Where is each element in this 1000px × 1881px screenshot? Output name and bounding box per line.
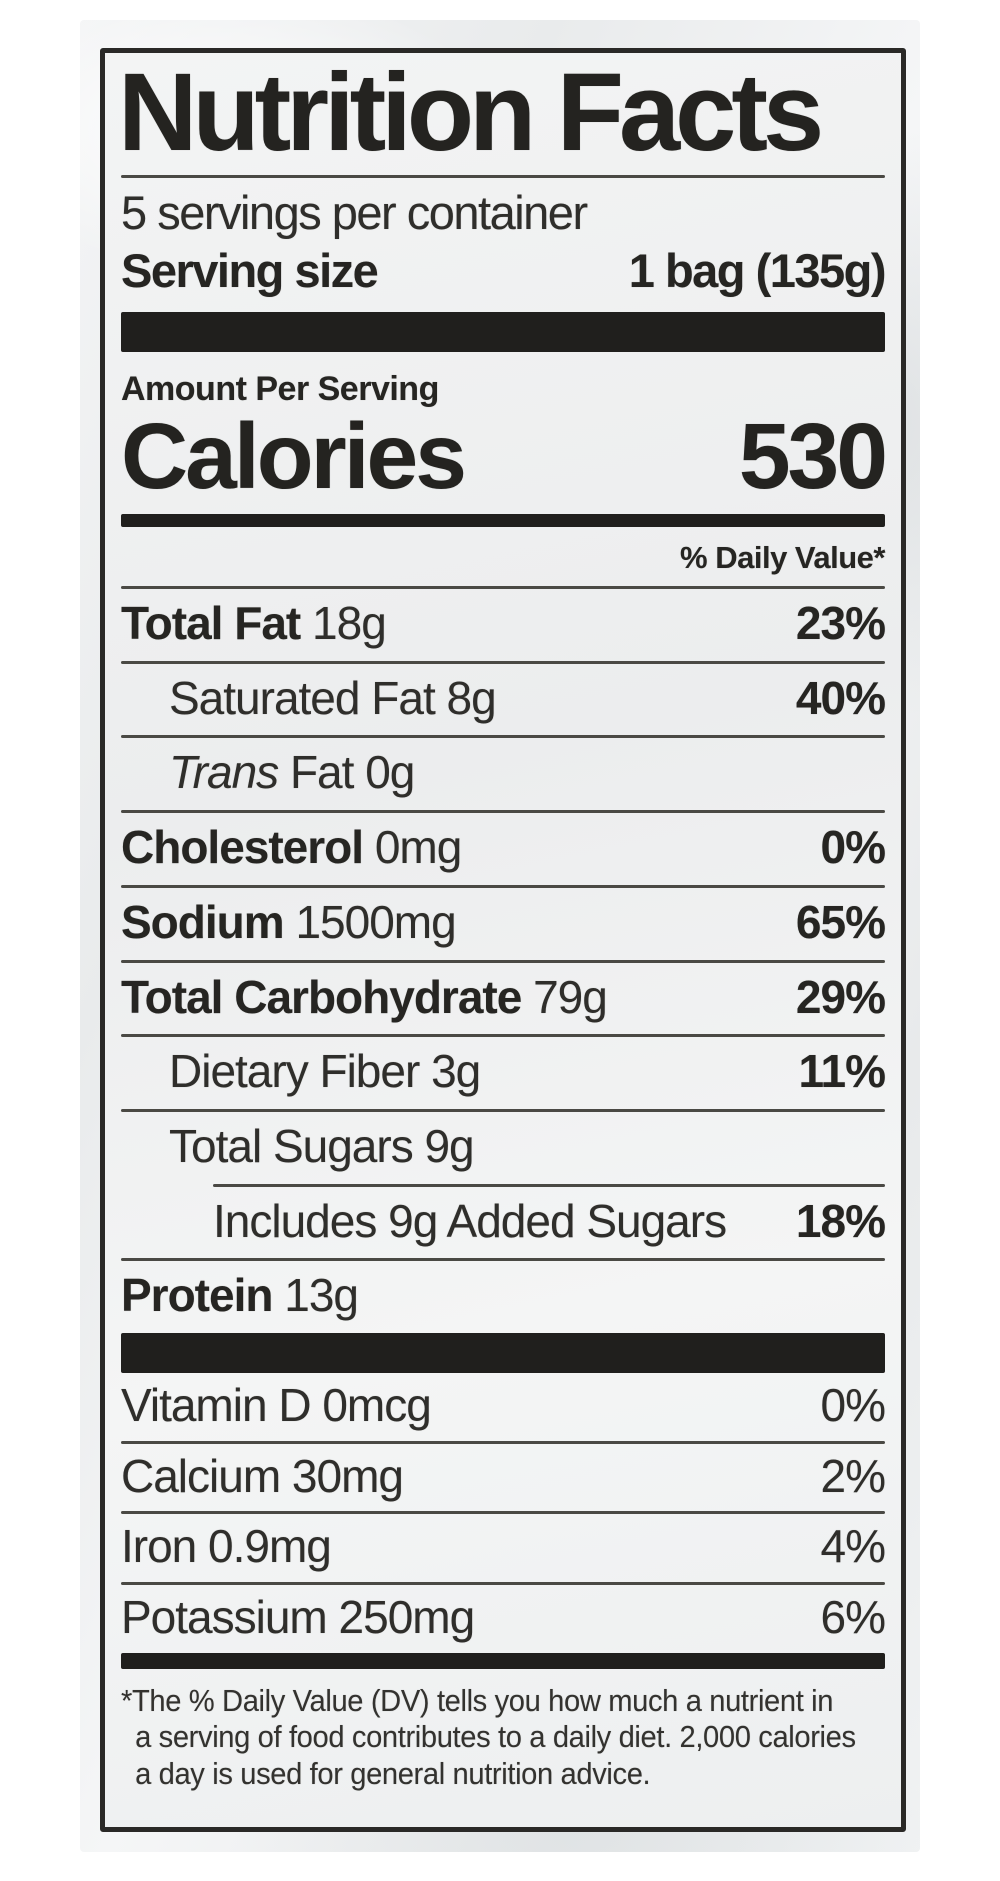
nutrient-name: Vitamin D 0mcg (121, 1378, 432, 1431)
nutrient-name-segment: Total Sugars 9g (169, 1119, 475, 1172)
nutrient-row: Vitamin D 0mcg 0% (121, 1373, 886, 1441)
nutrient-percent: 29% (795, 970, 886, 1023)
calories-label: Calories (121, 404, 467, 509)
nutrient-row: Total Fat 18g 23% (121, 589, 886, 661)
nutrient-name-segment: Calcium 30mg (121, 1449, 404, 1502)
nutrient-name: Dietary Fiber 3g (121, 1045, 481, 1098)
row-divider (121, 1034, 885, 1038)
nutrient-percent: 0% (820, 1378, 886, 1431)
nutrient-percent: 18% (795, 1194, 886, 1247)
row-divider (121, 1511, 885, 1515)
nutrition-facts-label: Nutrition Facts 5 servings per container… (100, 48, 906, 1832)
nutrient-percent: 65% (795, 895, 886, 948)
row-divider (121, 884, 885, 888)
nutrient-name: Saturated Fat 8g (121, 671, 497, 724)
nutrient-row: Sodium 1500mg 65% (121, 888, 886, 960)
nutrient-name: Total Sugars 9g (121, 1119, 475, 1172)
nutrient-percent: 6% (820, 1590, 886, 1643)
footnote: *The % Daily Value (DV) tells you how mu… (121, 1683, 885, 1793)
nutrient-percent: 0% (820, 821, 886, 874)
serving-size-row: Serving size 1 bag (135g) (121, 243, 887, 298)
serving-size-label: Serving size (121, 244, 379, 298)
row-divider (121, 959, 885, 963)
calories-value: 530 (738, 404, 888, 509)
calories-row: Calories 530 (121, 404, 888, 509)
row-divider (121, 735, 885, 739)
nutrient-name-segment: Saturated Fat 8g (169, 671, 497, 724)
nutrient-row: Calcium 30mg 2% (121, 1444, 886, 1512)
amount-per-serving-label: Amount Per Serving (121, 370, 439, 409)
nutrient-name-segment: Potassium 250mg (121, 1590, 475, 1643)
nutrient-name: Trans Fat 0g (121, 746, 415, 799)
nutrient-name: Includes 9g Added Sugars (121, 1194, 727, 1247)
nutrient-name-segment: Iron 0.9mg (121, 1520, 332, 1573)
nutrient-row: Dietary Fiber 3g 11% (121, 1037, 886, 1109)
nutrient-name-segment: Protein (121, 1269, 273, 1322)
package-background: Nutrition Facts 5 servings per container… (80, 20, 920, 1852)
row-divider (121, 660, 885, 664)
thick-separator-bar (121, 312, 885, 353)
nutrient-row: Potassium 250mg 6% (121, 1585, 886, 1653)
nutrient-name-segment: Includes 9g Added Sugars (213, 1194, 727, 1247)
nutrient-name: Sodium 1500mg (121, 895, 457, 948)
row-divider (121, 810, 885, 814)
nutrient-name: Total Carbohydrate 79g (121, 970, 608, 1023)
nutrient-name: Iron 0.9mg (121, 1520, 332, 1573)
serving-size-value: 1 bag (135g) (628, 244, 887, 298)
footnote-line: *The % Daily Value (DV) tells you how mu… (121, 1682, 834, 1718)
nutrient-name-segment: 79g (521, 970, 608, 1023)
vitamins-table: Vitamin D 0mcg 0% Calcium 30mg 2% Iron 0.9mg… (121, 1373, 886, 1653)
row-divider (121, 1581, 885, 1585)
nutrient-name: Cholesterol 0mg (121, 821, 463, 874)
nutrient-row: Saturated Fat 8g 40% (121, 664, 886, 736)
bottom-separator-bar (121, 1652, 885, 1669)
nutrient-name-segment: 1500mg (283, 895, 456, 948)
nutrient-percent: 4% (820, 1520, 886, 1573)
nutrient-row: Trans Fat 0g (121, 738, 885, 810)
nutrient-name: Potassium 250mg (121, 1590, 475, 1643)
nutrient-name-segment: Dietary Fiber 3g (169, 1045, 481, 1098)
nutrient-row: Total Carbohydrate 79g 29% (121, 963, 886, 1035)
nutrient-name-segment: Trans (169, 746, 279, 799)
nutrient-percent: 23% (795, 597, 886, 650)
nutrient-name-segment: 13g (272, 1269, 359, 1322)
nutrient-name-segment: Total Carbohydrate (121, 970, 522, 1023)
medium-separator-bar (121, 514, 885, 528)
nutrients-table: Total Fat 18g 23% Saturated Fat 8g 40% Trans… (121, 586, 886, 1333)
nutrient-percent: 40% (795, 671, 886, 724)
nutrient-row: Total Sugars 9g (121, 1112, 885, 1184)
servings-per-container: 5 servings per container (121, 185, 588, 239)
row-divider (121, 586, 885, 590)
label-title: Nutrition Facts (118, 51, 824, 174)
nutrient-name-segment: 0mg (363, 821, 463, 874)
footnote-line: a day is used for general nutrition advi… (135, 1755, 651, 1791)
footnote-line: a serving of food contributes to a daily… (135, 1719, 856, 1755)
row-divider (213, 1183, 885, 1187)
daily-value-header: % Daily Value* (680, 540, 885, 576)
title-divider (121, 174, 885, 178)
nutrient-name: Protein 13g (121, 1269, 359, 1322)
nutrient-name-segment: 18g (300, 597, 387, 650)
nutrient-name: Total Fat 18g (121, 597, 387, 650)
nutrient-row: Includes 9g Added Sugars 18% (121, 1187, 886, 1259)
nutrient-name-segment: Total Fat (121, 597, 301, 650)
nutrient-name: Calcium 30mg (121, 1449, 404, 1502)
row-divider (121, 1108, 885, 1112)
thick-separator-bar (121, 1332, 885, 1373)
nutrient-row: Protein 13g (121, 1261, 885, 1333)
row-divider (121, 1258, 885, 1262)
row-divider (121, 1440, 885, 1444)
nutrient-row: Iron 0.9mg 4% (121, 1514, 886, 1582)
nutrient-name-segment: Cholesterol (121, 821, 364, 874)
nutrient-name-segment: Fat 0g (278, 746, 415, 799)
nutrient-percent: 2% (820, 1449, 886, 1502)
nutrient-percent: 11% (798, 1045, 886, 1098)
nutrient-row: Cholesterol 0mg 0% (121, 813, 886, 885)
nutrient-name-segment: Vitamin D 0mcg (121, 1378, 432, 1431)
nutrient-name-segment: Sodium (121, 895, 285, 948)
